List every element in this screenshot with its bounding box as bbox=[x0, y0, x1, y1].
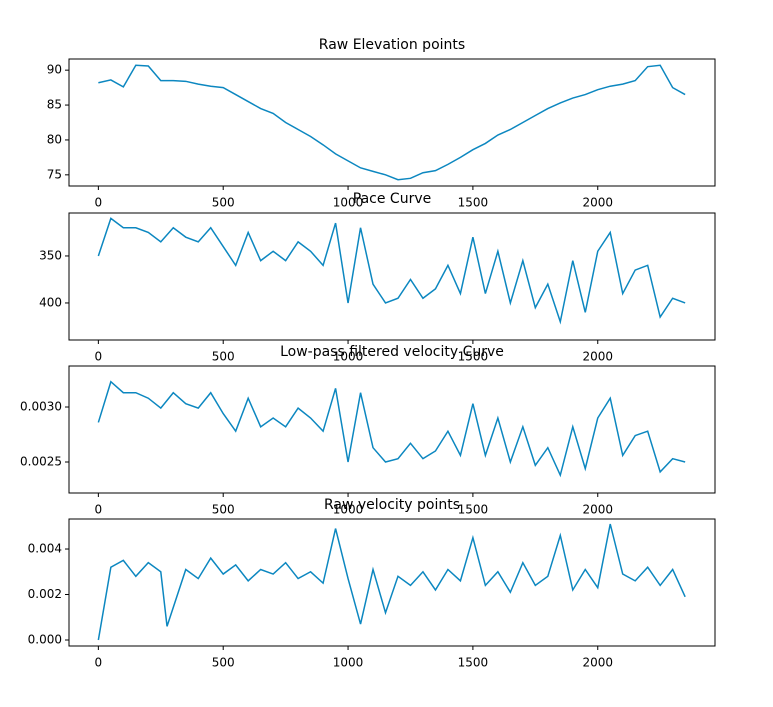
chart-title: Raw Elevation points bbox=[319, 37, 465, 53]
chart-title: Pace Curve bbox=[353, 191, 431, 207]
y-tick-label: 80 bbox=[47, 132, 62, 146]
y-tick-label: 0.000 bbox=[28, 632, 62, 646]
y-tick-label: 0.0030 bbox=[20, 400, 62, 414]
data-line bbox=[97, 217, 686, 325]
y-tick-label: 350 bbox=[39, 248, 62, 262]
x-tick-label: 1000 bbox=[333, 503, 364, 517]
axes-frame bbox=[68, 58, 716, 187]
x-tick-label: 500 bbox=[212, 196, 235, 210]
x-tick-label: 2000 bbox=[582, 196, 613, 210]
x-tick-label: 2000 bbox=[582, 656, 613, 670]
y-tick-label: 0.002 bbox=[28, 587, 62, 601]
x-tick-label: 1500 bbox=[458, 656, 489, 670]
x-tick-label: 1000 bbox=[333, 196, 364, 210]
x-tick-label: 0 bbox=[95, 350, 103, 364]
x-tick-label: 2000 bbox=[582, 350, 613, 364]
data-line bbox=[98, 64, 686, 181]
chart-title: Low-pass filtered velocity Curve bbox=[280, 344, 504, 360]
y-tick-label: 400 bbox=[39, 295, 62, 309]
x-tick-label: 2000 bbox=[582, 503, 613, 517]
chart-title: Raw velocity points bbox=[324, 497, 460, 513]
y-tick-label: 75 bbox=[47, 167, 62, 181]
axes-frame bbox=[68, 518, 716, 647]
y-tick-label: 0.004 bbox=[28, 542, 62, 556]
x-tick-label: 500 bbox=[212, 350, 235, 364]
axes-frame bbox=[68, 212, 716, 341]
y-tick-label: 90 bbox=[47, 63, 62, 77]
y-tick-label: 85 bbox=[47, 98, 62, 112]
x-tick-label: 500 bbox=[212, 656, 235, 670]
x-tick-label: 1500 bbox=[458, 196, 489, 210]
x-tick-label: 1500 bbox=[458, 503, 489, 517]
data-line bbox=[97, 523, 686, 641]
axes-frame bbox=[68, 365, 716, 494]
x-tick-label: 0 bbox=[95, 196, 103, 210]
x-tick-label: 0 bbox=[95, 503, 103, 517]
x-tick-label: 1000 bbox=[333, 350, 364, 364]
x-tick-label: 1000 bbox=[333, 656, 364, 670]
data-line bbox=[97, 380, 686, 478]
x-tick-label: 1500 bbox=[458, 350, 489, 364]
x-tick-label: 500 bbox=[212, 503, 235, 517]
y-tick-label: 0.0025 bbox=[20, 454, 62, 468]
x-tick-label: 0 bbox=[95, 656, 103, 670]
